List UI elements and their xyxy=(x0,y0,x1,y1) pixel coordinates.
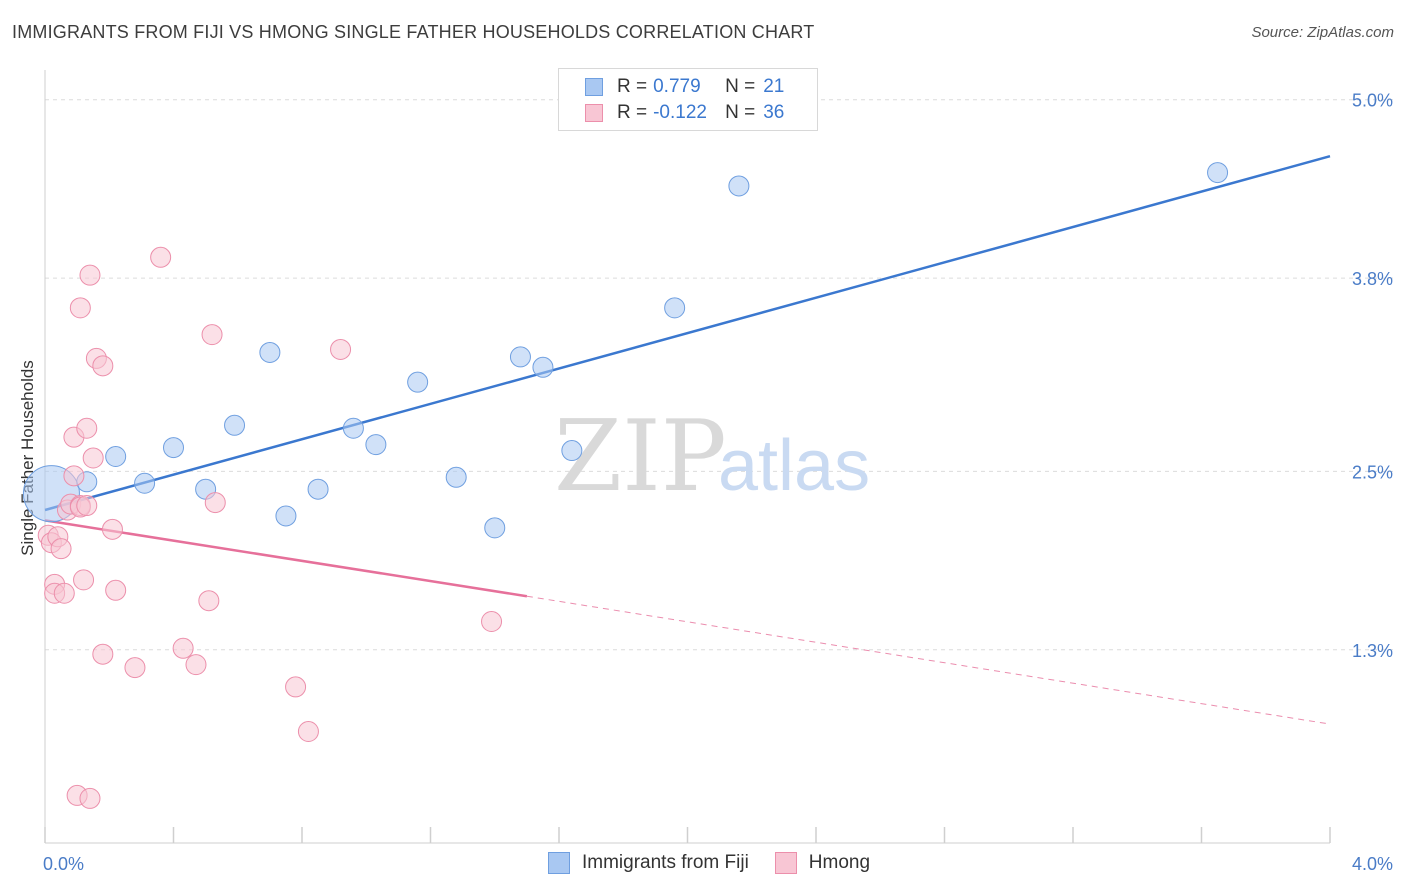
data-point xyxy=(53,582,75,604)
data-points xyxy=(22,162,1229,809)
data-point xyxy=(163,437,184,459)
chart-legend: Immigrants from Fiji Hmong xyxy=(548,852,896,874)
data-point xyxy=(76,495,98,517)
data-point xyxy=(50,538,72,560)
y-tick-label: 3.8% xyxy=(1352,269,1393,289)
stats-n-value: 21 xyxy=(763,76,785,97)
trend-line xyxy=(44,155,1331,512)
data-point xyxy=(1207,162,1229,184)
data-point xyxy=(285,676,307,698)
data-point xyxy=(124,657,146,679)
legend-swatch-fiji xyxy=(548,852,570,874)
data-point xyxy=(201,324,223,346)
stats-n-label: N = xyxy=(725,102,756,123)
data-point xyxy=(532,356,554,378)
data-point xyxy=(73,569,95,591)
data-point xyxy=(330,338,352,360)
data-point xyxy=(561,440,583,462)
data-point xyxy=(224,414,246,436)
data-point xyxy=(481,611,503,633)
y-tick-label: 1.3% xyxy=(1352,641,1393,661)
data-point xyxy=(105,446,127,467)
data-point xyxy=(172,637,194,659)
data-point xyxy=(105,579,127,601)
data-point xyxy=(365,434,387,456)
data-point xyxy=(342,417,364,439)
data-point xyxy=(79,787,101,809)
legend-item-fiji[interactable]: Immigrants from Fiji xyxy=(548,852,749,874)
trend-lines xyxy=(44,155,1331,725)
trend-line xyxy=(44,519,528,598)
y-tick-label: 5.0% xyxy=(1352,91,1393,111)
y-tick-label: 2.5% xyxy=(1352,462,1393,482)
chart-source: Source: ZipAtlas.com xyxy=(1251,24,1394,41)
stats-r-value: 0.779 xyxy=(653,76,701,97)
data-point xyxy=(134,472,156,494)
data-point xyxy=(82,447,104,469)
data-point xyxy=(92,355,114,377)
data-point xyxy=(664,297,686,319)
legend-item-hmong[interactable]: Hmong xyxy=(774,852,871,874)
data-point xyxy=(204,492,226,514)
watermark: ZIP atlas xyxy=(554,400,870,514)
data-point xyxy=(509,346,531,368)
data-point xyxy=(101,518,123,540)
data-point xyxy=(275,505,297,527)
correlation-stats-box: R = 0.779 N = 21 R = -0.122 N = 36 xyxy=(558,68,818,131)
watermark-atlas: atlas xyxy=(718,426,870,506)
axes xyxy=(44,70,1331,844)
data-point xyxy=(728,175,750,197)
data-point xyxy=(445,466,467,488)
stats-n-value: 36 xyxy=(763,102,785,123)
series-hmong xyxy=(37,246,503,809)
data-point xyxy=(69,297,91,319)
data-point xyxy=(150,246,172,268)
watermark-zip: ZIP xyxy=(554,400,727,514)
stats-r-value: -0.122 xyxy=(653,102,707,123)
stats-row-hmong: R = -0.122 N = 36 xyxy=(585,101,784,125)
data-point xyxy=(92,643,114,665)
stats-row-fiji: R = 0.779 N = 21 xyxy=(585,75,784,99)
data-point xyxy=(297,721,319,743)
x-tick-label: 0.0% xyxy=(43,854,84,874)
data-point xyxy=(407,371,429,393)
x-tick-label: 4.0% xyxy=(1352,854,1393,874)
legend-swatch-hmong xyxy=(774,852,797,874)
data-point xyxy=(63,465,85,487)
stats-n-label: N = xyxy=(725,76,756,97)
legend-label-fiji: Immigrants from Fiji xyxy=(582,852,749,873)
data-point xyxy=(484,517,506,539)
legend-label-hmong: Hmong xyxy=(808,852,871,873)
stats-swatch-fiji xyxy=(585,78,603,96)
tick-labels: 5.0% 3.8% 2.5% 1.3% 0.0% 4.0% xyxy=(43,91,1393,874)
chart-title: IMMIGRANTS FROM FIJI VS HMONG SINGLE FAT… xyxy=(12,22,815,42)
stats-swatch-hmong xyxy=(585,104,603,122)
data-point xyxy=(76,417,98,439)
grid-lines xyxy=(45,99,1394,651)
data-point xyxy=(185,654,207,676)
data-point xyxy=(79,264,101,286)
data-point xyxy=(198,590,220,612)
stats-r-label: R = xyxy=(617,102,648,123)
data-point xyxy=(259,341,281,363)
stats-r-label: R = xyxy=(617,76,648,97)
trend-line-extension xyxy=(526,595,1331,725)
data-point xyxy=(307,478,329,500)
